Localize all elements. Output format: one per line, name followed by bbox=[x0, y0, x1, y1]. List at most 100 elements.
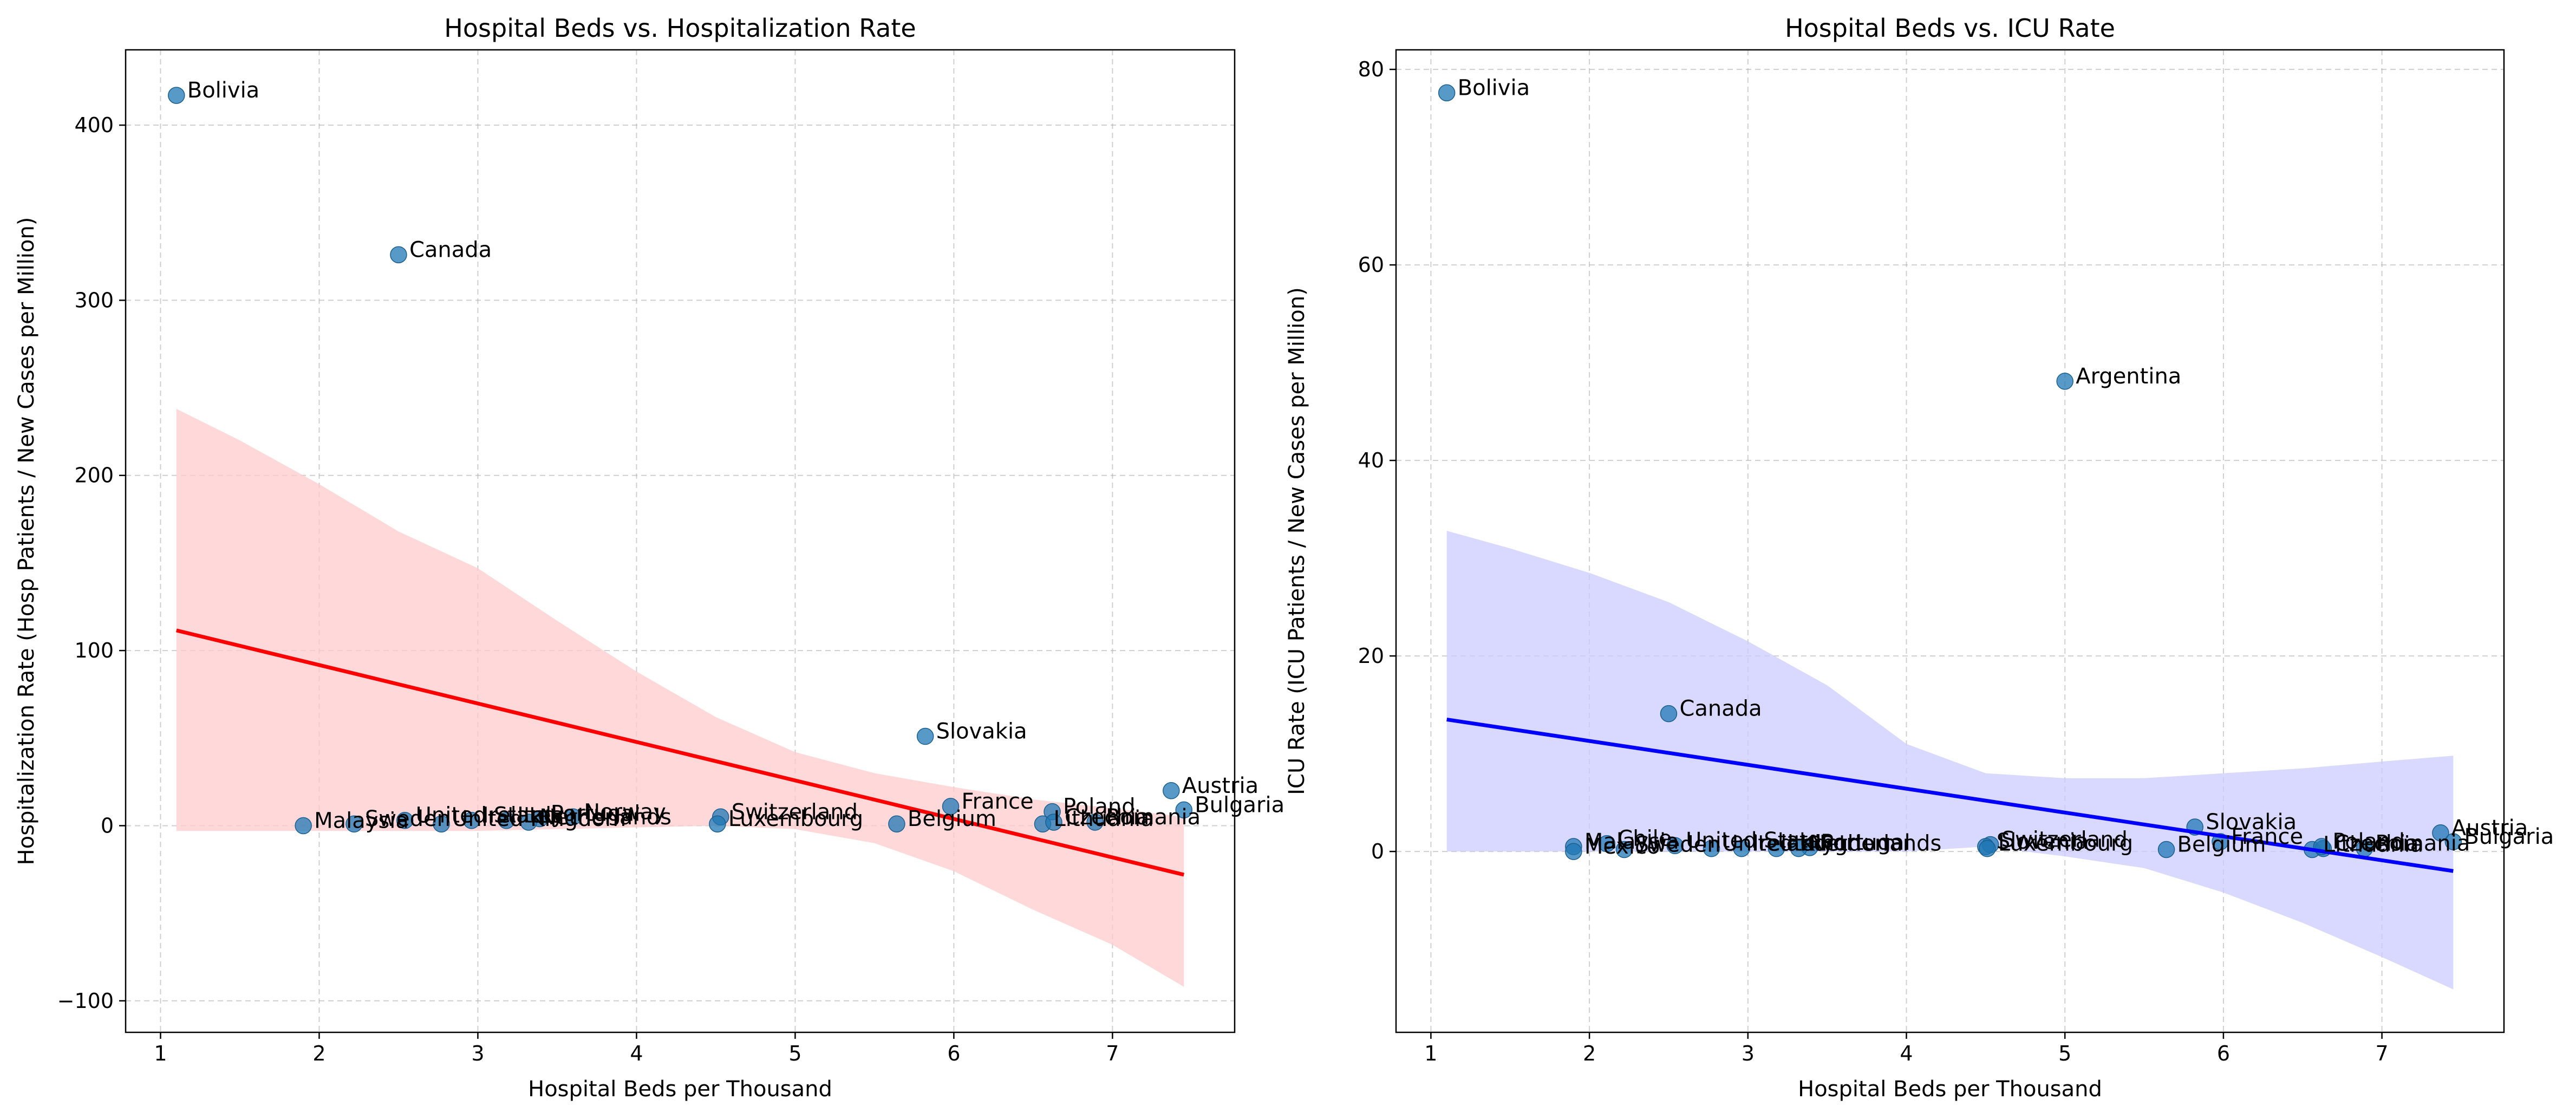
y-axis-ticks: −100 0 100 200 300 400 bbox=[57, 113, 126, 1013]
point-label: Bulgaria bbox=[1195, 792, 1284, 817]
point-label: Slovakia bbox=[936, 719, 1027, 744]
x-tick-label: 3 bbox=[1742, 1042, 1755, 1065]
x-axis-ticks: 1 2 3 4 5 6 7 bbox=[154, 1032, 1119, 1065]
data-point bbox=[1163, 782, 1180, 799]
data-point bbox=[1979, 840, 1996, 857]
point-label: Sweden bbox=[1635, 832, 1720, 857]
point-label: Slovakia bbox=[2206, 810, 2297, 835]
x-axis-label: Hospital Beds per Thousand bbox=[528, 1077, 832, 1102]
point-label: Netherlands bbox=[1809, 831, 1941, 856]
point-label: Austria bbox=[1182, 773, 1258, 798]
y-tick-label: −100 bbox=[57, 989, 114, 1013]
point-label: Chile bbox=[1618, 827, 1672, 851]
chart-title: Hospital Beds vs. Hospitalization Rate bbox=[444, 14, 916, 43]
x-tick-label: 3 bbox=[471, 1042, 484, 1065]
point-label: Sweden bbox=[365, 806, 451, 831]
data-point bbox=[2444, 833, 2462, 850]
point-label: Poland bbox=[1063, 795, 1136, 819]
point-label: Czechia bbox=[1065, 805, 1150, 830]
data-point bbox=[916, 727, 934, 745]
point-label: Italy bbox=[517, 803, 564, 828]
confidence-band bbox=[1446, 531, 2454, 990]
grid bbox=[126, 50, 1235, 1032]
data-point bbox=[564, 808, 582, 826]
point-label: Malaysia bbox=[314, 808, 409, 833]
x-tick-label: 5 bbox=[788, 1042, 801, 1065]
x-tick-label: 5 bbox=[2058, 1042, 2071, 1065]
data-point bbox=[1733, 840, 1750, 857]
data-point bbox=[1768, 840, 1785, 857]
axes-frame bbox=[1395, 49, 2505, 1033]
point-label: Portugal bbox=[551, 802, 641, 827]
data-point bbox=[1666, 837, 1684, 854]
axes-frame bbox=[125, 49, 1236, 1033]
data-point bbox=[888, 815, 905, 832]
x-axis-ticks: 1 2 3 4 5 6 7 bbox=[1424, 1032, 2389, 1065]
x-tick-label: 6 bbox=[2217, 1042, 2230, 1065]
chart-title: Hospital Beds vs. ICU Rate bbox=[1785, 14, 2115, 43]
point-label: Bulgaria bbox=[2464, 824, 2554, 849]
y-tick-label: 300 bbox=[74, 288, 114, 312]
data-point bbox=[433, 815, 450, 832]
data-point bbox=[295, 817, 312, 835]
point-label: Netherlands bbox=[539, 805, 671, 830]
data-point bbox=[2432, 824, 2449, 842]
point-label: Czechia bbox=[2334, 831, 2419, 856]
x-tick-label: 4 bbox=[630, 1042, 643, 1065]
point-label: Belgium bbox=[2177, 832, 2266, 857]
point-label: Slovenia bbox=[1997, 829, 2089, 854]
scatter-points bbox=[168, 87, 1192, 835]
y-axis-label: ICU Rate (ICU Patients / New Cases per M… bbox=[1284, 287, 1309, 795]
y-tick-label: 60 bbox=[1358, 253, 1384, 277]
point-label: United States bbox=[1686, 828, 1832, 853]
point-label: Mexico bbox=[1584, 834, 1660, 859]
data-point bbox=[1045, 814, 1062, 831]
point-label: Canada bbox=[1679, 697, 1762, 721]
point-label: Ireland bbox=[482, 803, 557, 828]
data-point bbox=[1175, 801, 1192, 819]
x-tick-label: 6 bbox=[947, 1042, 960, 1065]
y-tick-label: 400 bbox=[74, 113, 114, 137]
data-point bbox=[520, 814, 537, 831]
point-label: Italy bbox=[1787, 831, 1834, 856]
point-label: Switzerland bbox=[732, 799, 858, 824]
point-label: United States bbox=[416, 803, 563, 828]
point-label: Bolivia bbox=[187, 78, 259, 103]
data-point bbox=[2157, 841, 2175, 858]
data-point bbox=[462, 811, 480, 829]
x-tick-label: 4 bbox=[1900, 1042, 1913, 1065]
y-axis-ticks: 0 20 40 60 80 bbox=[1358, 57, 1396, 863]
x-tick-label: 2 bbox=[1583, 1042, 1596, 1065]
y-tick-label: 80 bbox=[1358, 57, 1384, 81]
confidence-band bbox=[176, 408, 1184, 987]
x-tick-label: 2 bbox=[312, 1042, 325, 1065]
point-label: Norway bbox=[584, 799, 666, 824]
point-label: Portugal bbox=[1821, 830, 1910, 855]
data-point bbox=[390, 246, 407, 264]
point-label: Belgium bbox=[908, 806, 996, 831]
point-label: Argentina bbox=[2076, 364, 2181, 389]
y-tick-label: 200 bbox=[74, 464, 114, 487]
data-point bbox=[942, 798, 960, 815]
x-tick-label: 7 bbox=[2376, 1042, 2389, 1065]
point-label: Romania bbox=[2375, 831, 2470, 856]
point-label: France bbox=[2231, 824, 2303, 849]
data-point bbox=[1790, 840, 1808, 857]
data-point bbox=[1438, 84, 1456, 102]
y-tick-label: 100 bbox=[74, 639, 114, 662]
data-point bbox=[1615, 841, 1633, 858]
x-axis-label: Hospital Beds per Thousand bbox=[1798, 1077, 2102, 1102]
regression-line bbox=[1446, 717, 2454, 873]
point-label: Switzerland bbox=[2001, 827, 2128, 852]
point-label: Lithuania bbox=[2323, 832, 2423, 857]
data-point bbox=[345, 815, 363, 832]
point-label: Ireland bbox=[1752, 831, 1827, 856]
point-label: Austria bbox=[2451, 816, 2528, 841]
grid bbox=[1396, 50, 2504, 1032]
data-point bbox=[1598, 835, 1616, 853]
data-point bbox=[1565, 843, 1582, 860]
data-point bbox=[709, 815, 726, 832]
